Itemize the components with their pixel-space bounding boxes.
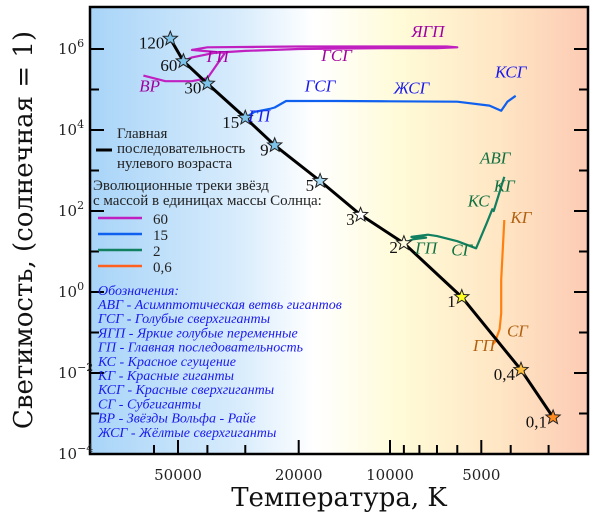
y-tick-label: 10−2 <box>58 361 93 382</box>
x-tick-label: 5000 <box>462 466 500 484</box>
track-label: ЖСГ <box>393 78 431 97</box>
track-label: КГ <box>509 208 532 227</box>
abbreviations-box: Обозначения:АВГ - Асимптотическая ветвь … <box>97 284 342 441</box>
y-tick-label: 10−4 <box>58 442 93 463</box>
track-label: ЯГП <box>410 22 446 41</box>
evolution-tracks <box>143 45 517 346</box>
star-marker <box>512 360 530 378</box>
track-label: ГСГ <box>304 76 337 95</box>
star-marker <box>544 408 562 425</box>
legend-main-sequence-text: Главная <box>117 126 167 142</box>
abbreviation-item: КС - Красное сгущение <box>97 355 236 370</box>
track-label: КС <box>467 191 490 210</box>
track-label: ГП <box>414 238 439 257</box>
track-label: КСГ <box>494 62 528 81</box>
legend-entry-label: 2 <box>153 244 161 260</box>
x-tick-label: 50000 <box>154 466 202 484</box>
x-tick-label: 10000 <box>366 466 414 484</box>
mass-label: 15 <box>222 113 239 132</box>
abbreviation-item: ГСГ - Голубые сверхгиганты <box>97 312 270 327</box>
main-sequence-stars: 120 60 30 15 9 5 3 2 1 0,4 0,1 <box>139 29 562 431</box>
mass-label: 3 <box>346 210 355 229</box>
track-label: СГ <box>507 321 529 340</box>
mass-label: 60 <box>160 56 177 75</box>
track-label: КГ <box>493 177 516 196</box>
y-tick-label: 104 <box>58 118 84 139</box>
mass-label: 5 <box>306 176 315 195</box>
tick-labels: 50000 20000 10000 5000 106 104 102 100 10−2 10−4 <box>58 37 500 484</box>
y-tick-label: 100 <box>58 280 84 301</box>
track-label: СГ <box>451 240 473 259</box>
track-label: ГП <box>472 336 497 355</box>
abbreviation-item: ВР - Звёзды Вольфа - Райе <box>98 412 256 427</box>
mass-label: 0,1 <box>526 412 547 431</box>
legend-entry-label: 15 <box>153 228 168 244</box>
track-label: ВР <box>139 76 160 95</box>
track-label: АВГ <box>479 148 512 167</box>
track-label: ГСГ <box>320 46 353 65</box>
y-tick-label: 102 <box>58 199 84 220</box>
star-marker <box>161 29 179 46</box>
star-marker <box>395 234 413 251</box>
track-15 <box>244 94 517 119</box>
legend-tracks-title: Эволюционные треки звёзд <box>93 178 269 194</box>
star-marker <box>174 52 192 69</box>
y-tick-label: 106 <box>58 37 84 58</box>
legend-main-sequence-text: нулевого возраста <box>117 156 232 172</box>
track-label: ГП <box>247 107 272 126</box>
x-tick-label: 20000 <box>275 466 323 484</box>
abbreviations-title: Обозначения: <box>98 284 179 299</box>
mass-label: 1 <box>447 292 456 311</box>
abbreviation-item: АВГ - Асимптотическая ветвь гигантов <box>97 298 342 313</box>
plot-frame <box>88 5 590 456</box>
mass-label: 30 <box>184 79 201 98</box>
abbreviation-item: КСГ - Красные сверхгиганты <box>97 383 274 398</box>
y-axis-title: Светимость, (солнечная = 1) <box>9 31 39 429</box>
track-2 <box>403 176 506 250</box>
legend-tracks-title: с массой в единицах массы Солнца: <box>93 193 322 209</box>
abbreviation-item: ЖСГ - Жёлтые сверхгиганты <box>97 426 276 441</box>
abbreviation-item: КГ - Красные гиганты <box>97 369 234 384</box>
star-marker <box>236 108 254 126</box>
star-marker <box>311 172 329 189</box>
legend-main-sequence-text: последовательность <box>117 141 245 157</box>
mass-label: 120 <box>139 34 165 53</box>
star-marker <box>266 136 284 153</box>
mass-label: 0,4 <box>494 365 516 384</box>
legend-entry-label: 0,6 <box>153 260 172 276</box>
abbreviation-item: ЯГП - Яркие голубые переменные <box>97 326 298 341</box>
track-0-6 <box>491 219 506 346</box>
axis-ticks <box>90 48 588 455</box>
star-marker <box>198 74 216 91</box>
mass-label: 2 <box>389 238 398 257</box>
mass-label: 9 <box>260 140 269 159</box>
abbreviation-item: СГ - Субгиганты <box>98 397 201 412</box>
abbreviation-item: ГП - Главная последовательность <box>97 341 303 356</box>
track-60 <box>143 45 459 83</box>
star-marker <box>352 206 370 223</box>
track-label: ГП <box>206 47 231 66</box>
x-axis-title: Температура, K <box>231 483 447 513</box>
star-marker <box>453 288 471 305</box>
legend-entry-label: 60 <box>153 212 168 228</box>
